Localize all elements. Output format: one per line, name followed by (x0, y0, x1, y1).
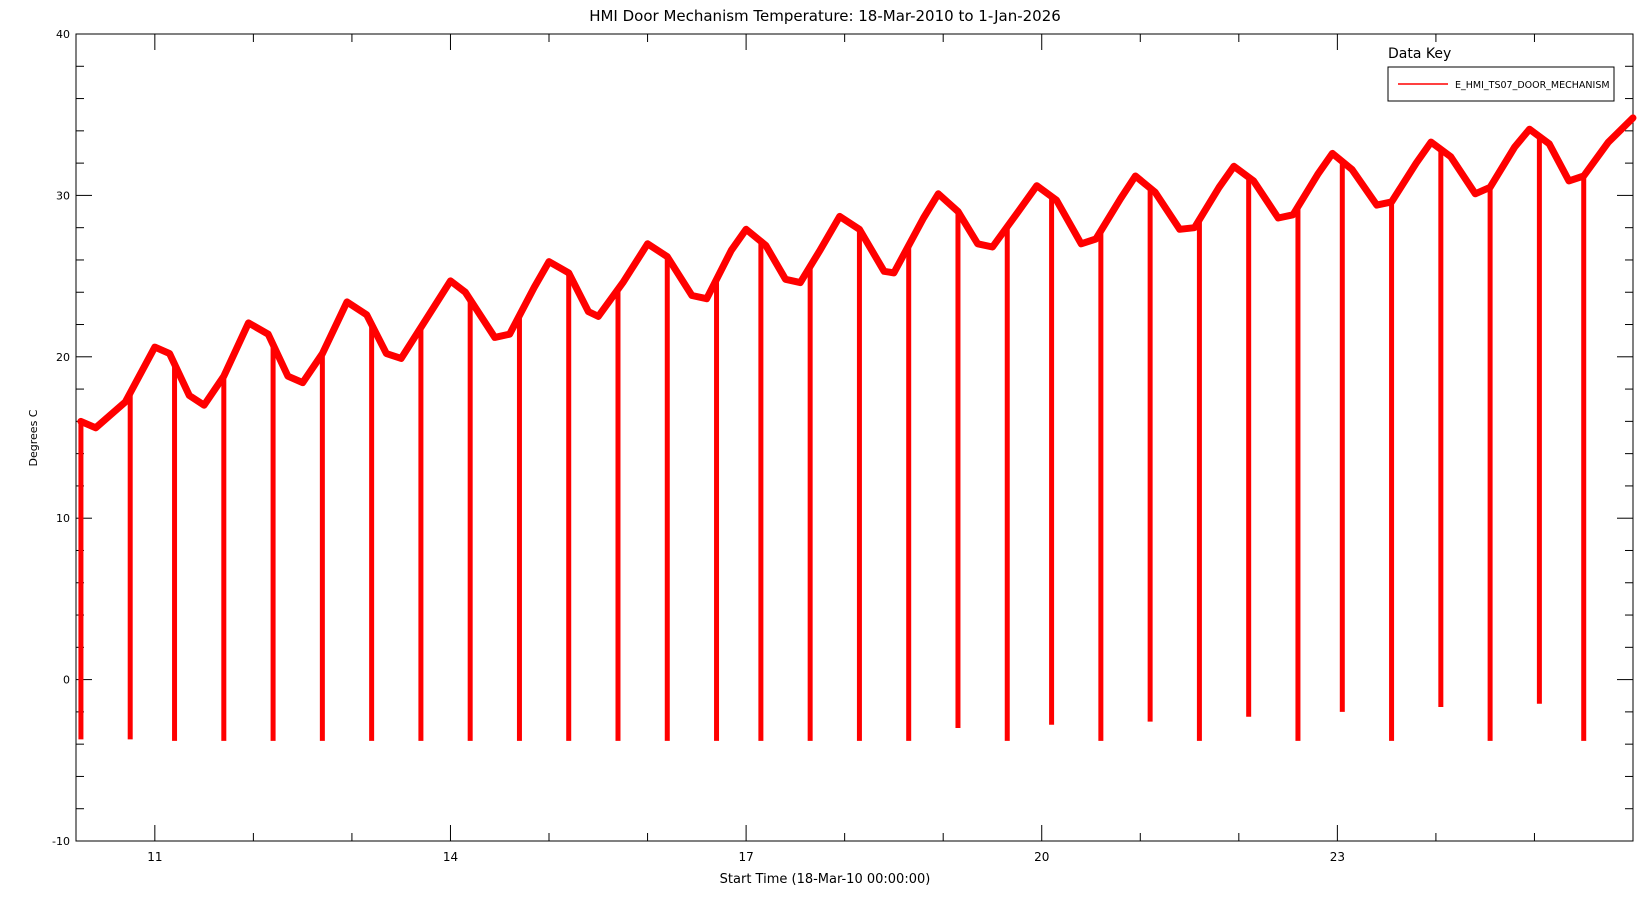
y-tick-label: -10 (52, 835, 70, 848)
axes: -10 0 10 20 30 40 11 14 17 20 23 (52, 28, 1634, 864)
y-tick-label: 0 (63, 674, 70, 687)
y-tick-label: 40 (56, 28, 70, 41)
y-axis-label: Degrees C (27, 409, 40, 466)
y-tick-label: 10 (56, 512, 70, 525)
legend: Data Key E_HMI_TS07_DOOR_MECHANISM (1387, 46, 1615, 102)
legend-series-label: E_HMI_TS07_DOOR_MECHANISM (1455, 80, 1610, 91)
x-tick-label: 17 (738, 850, 753, 864)
x-tick-label: 23 (1330, 850, 1345, 864)
y-tick-label: 30 (56, 189, 70, 202)
plot-area (77, 114, 1637, 741)
chart-title: HMI Door Mechanism Temperature: 18-Mar-2… (589, 7, 1061, 25)
x-tick-label: 20 (1034, 850, 1049, 864)
x-tick-label: 11 (147, 850, 162, 864)
x-tick-label: 14 (443, 850, 458, 864)
plot-frame (75, 33, 1634, 842)
x-axis-label: Start Time (18-Mar-10 00:00:00) (720, 872, 931, 887)
y-tick-label: 20 (56, 351, 70, 364)
legend-title: Data Key (1388, 46, 1451, 62)
